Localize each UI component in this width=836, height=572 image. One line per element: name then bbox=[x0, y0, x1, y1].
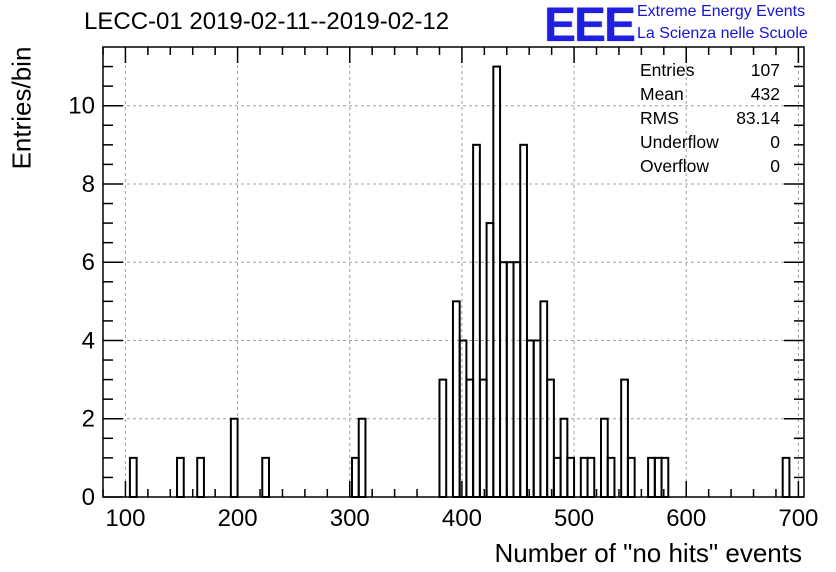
histogram-bin bbox=[653, 456, 663, 499]
stats-row-underflow: Underflow 0 bbox=[640, 130, 780, 154]
histogram-bin bbox=[261, 456, 270, 499]
histogram-bin bbox=[620, 378, 629, 499]
stats-value: 432 bbox=[750, 84, 780, 104]
histogram-bin bbox=[519, 143, 528, 498]
stats-row-entries: Entries 107 bbox=[640, 58, 780, 82]
histogram-bin bbox=[505, 261, 515, 498]
histogram-bin bbox=[176, 456, 185, 499]
histogram-bin bbox=[539, 300, 549, 499]
histogram-bin bbox=[579, 456, 589, 499]
stats-label: Overflow bbox=[640, 156, 710, 176]
y-tick-label: 10 bbox=[68, 93, 95, 120]
histogram-bin bbox=[586, 456, 596, 499]
histogram-bin bbox=[485, 222, 495, 499]
stats-value: 83.14 bbox=[736, 108, 780, 128]
plot-frame bbox=[102, 46, 805, 498]
x-tick-label: 400 bbox=[442, 505, 482, 532]
y-axis-label: Entries/bin bbox=[6, 46, 37, 170]
histogram-bin bbox=[546, 378, 555, 499]
logo-line-1: Extreme Energy Events bbox=[637, 3, 806, 20]
x-tick-label: 500 bbox=[554, 505, 594, 532]
logo-line-2: La Scienza nelle Scuole bbox=[637, 25, 808, 42]
histogram-bin bbox=[350, 456, 360, 499]
histogram-bin bbox=[499, 261, 508, 498]
histogram-bin bbox=[626, 456, 636, 499]
stats-label: Entries bbox=[640, 60, 695, 80]
y-tick-label: 6 bbox=[82, 249, 95, 276]
histogram-bin bbox=[660, 456, 670, 499]
stats-label: Underflow bbox=[640, 132, 719, 152]
stats-box: Entries 107 Mean 432 RMS 83.14 Underflow… bbox=[640, 58, 780, 178]
histogram-bin bbox=[781, 456, 791, 499]
histogram-bin bbox=[478, 378, 488, 499]
stats-row-overflow: Overflow 0 bbox=[640, 154, 780, 178]
histogram-bin bbox=[451, 300, 461, 499]
x-axis-label: Number of "no hits" events bbox=[494, 538, 803, 568]
y-tick-label: 0 bbox=[82, 484, 95, 511]
histogram-bin bbox=[465, 378, 475, 499]
histogram-bin bbox=[512, 261, 522, 498]
stats-value: 107 bbox=[750, 60, 780, 80]
histogram-bin bbox=[552, 456, 562, 499]
x-tick-label: 100 bbox=[105, 505, 145, 532]
y-tick-label: 8 bbox=[82, 171, 95, 198]
x-tick-label: 600 bbox=[666, 505, 706, 532]
chart-title: LECC-01 2019-02-11--2019-02-12 bbox=[84, 8, 450, 35]
histogram-bin bbox=[566, 456, 576, 499]
axis-ticks bbox=[102, 47, 804, 498]
eee-logo-icon: EEE bbox=[544, 0, 636, 52]
x-tick-label: 200 bbox=[218, 505, 258, 532]
histogram-bin bbox=[357, 417, 367, 499]
stats-label: RMS bbox=[640, 108, 679, 128]
x-tick-label: 700 bbox=[778, 505, 818, 532]
histogram-bin bbox=[599, 417, 609, 499]
stats-label: Mean bbox=[640, 84, 684, 104]
histogram-bin bbox=[647, 456, 656, 499]
y-tick-label: 4 bbox=[82, 327, 95, 354]
stats-row-mean: Mean 432 bbox=[640, 82, 780, 106]
histogram-bin bbox=[229, 417, 239, 499]
histogram-bin bbox=[196, 456, 205, 499]
histogram-bin bbox=[128, 456, 138, 499]
histogram-bin bbox=[492, 65, 502, 498]
tick-labels: 100 200 300 400 500 600 700 0 2 4 6 8 10 bbox=[68, 93, 818, 532]
histogram-bin bbox=[472, 143, 481, 498]
stats-value: 0 bbox=[770, 156, 780, 176]
y-tick-label: 2 bbox=[82, 406, 95, 433]
x-tick-label: 300 bbox=[330, 505, 370, 532]
histogram-bin bbox=[438, 378, 448, 499]
stats-row-rms: RMS 83.14 bbox=[640, 106, 780, 130]
histogram-bin bbox=[606, 456, 616, 499]
histogram-bin bbox=[559, 417, 569, 499]
stats-value: 0 bbox=[770, 132, 780, 152]
